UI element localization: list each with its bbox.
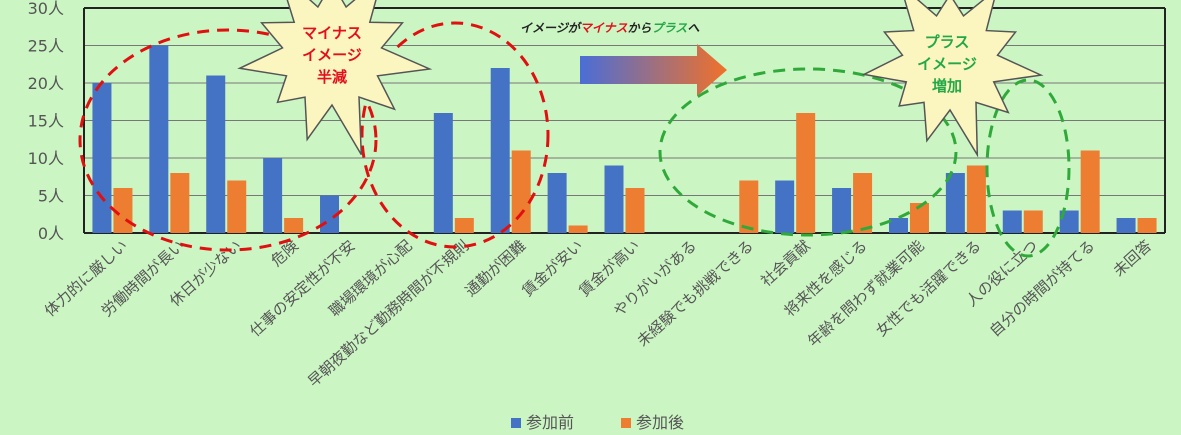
bars [92,45,1157,233]
bar-before [263,158,283,233]
bar-after [1137,218,1157,233]
y-tick-label: 20人 [28,74,64,93]
bar-before [490,68,510,233]
star-burst-right [861,0,1044,158]
bar-before [92,83,112,233]
bar-before [604,165,624,233]
y-tick-label: 30人 [28,0,64,18]
star-left-text: イメージ [302,46,362,64]
banner-text-part: プラス [652,21,688,35]
y-tick-label: 25人 [28,37,64,56]
bar-after [454,218,474,233]
bar-after [227,180,247,233]
bar-after [568,225,588,233]
bar-before [433,113,453,233]
banner-text: イメージがマイナスからプラスへ [520,21,700,35]
bar-after [625,188,645,233]
y-tick-label: 15人 [28,112,64,131]
green-circle-left [658,67,958,237]
bar-before [775,180,795,233]
star-left-text: 半減 [317,68,347,86]
legend-swatch [511,418,521,428]
star-left-text: マイナス [302,24,362,42]
banner-text-part: へ [687,21,700,35]
bar-before [888,218,908,233]
legend: 参加前 参加後 [511,413,684,432]
banner-text-part: マイナス [580,21,628,35]
bar-before [1059,210,1079,233]
bar-before [832,188,852,233]
legend-swatch [621,418,631,428]
y-axis-ticks: 0人 5人 10人 15人 20人 25人 30人 [28,0,64,243]
bar-before [206,75,226,233]
star-right-text: 増加 [932,77,962,95]
star-burst-left [237,0,433,155]
bar-before [945,173,965,233]
banner-text-part: イメージが [520,21,583,35]
y-tick-label: 5人 [38,187,64,206]
bar-before [547,173,567,233]
star-right-text: プラス [925,33,970,51]
banner-text-part: から [628,21,652,35]
red-circle-left [78,28,378,252]
bar-before [1116,218,1136,233]
bar-before [1002,210,1022,233]
y-tick-label: 10人 [28,149,64,168]
gradient-arrow [580,44,727,96]
bar-after [1080,150,1100,233]
bar-after [796,113,816,233]
bar-after [853,173,873,233]
legend-label: 参加前 [526,413,574,432]
y-tick-label: 0人 [38,224,64,243]
bar-after [739,180,759,233]
bar-after [1023,210,1043,233]
bar-after [170,173,190,233]
green-circle-right [985,78,1071,258]
bar-after [966,165,986,233]
bar-before [149,45,169,233]
bar-after [909,203,929,233]
bar-after [511,150,531,233]
bar-after [284,218,304,233]
red-circle-right [360,21,550,249]
star-right-text: イメージ [917,55,977,73]
legend-label: 参加後 [636,413,684,432]
